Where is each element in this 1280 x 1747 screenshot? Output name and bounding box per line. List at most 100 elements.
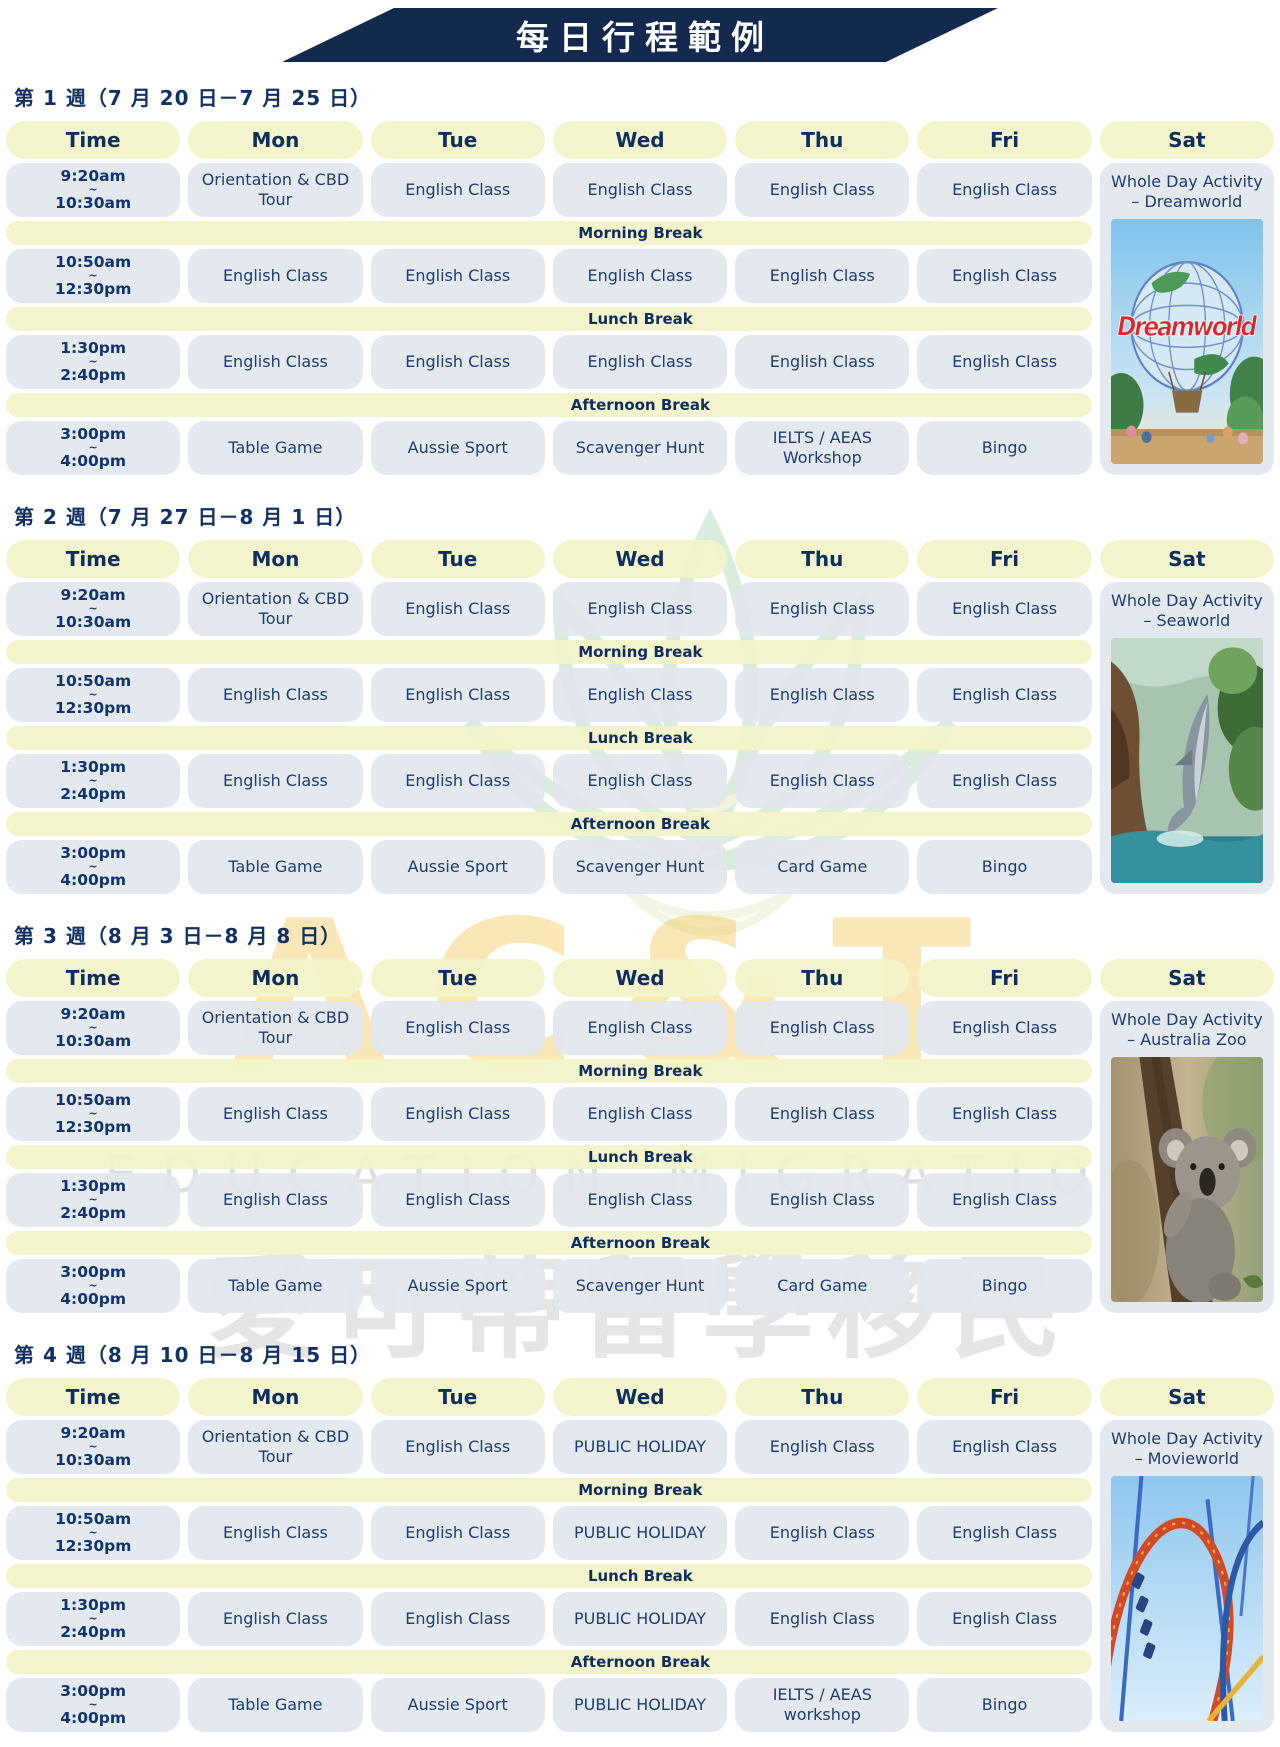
activity-cell: English Class [735, 249, 910, 303]
activity-cell: English Class [370, 335, 545, 389]
activity-cell: Scavenger Hunt [552, 840, 728, 894]
column-header-thu: Thu [735, 1378, 910, 1416]
column-header-mon: Mon [188, 1378, 363, 1416]
weeks-container: 第 1 週（7 月 20 日－7 月 25 日） Time Mon Tue Wed Thu… [6, 82, 1274, 1732]
break-label: Morning Break [578, 224, 703, 242]
break-row: Afternoon Break [6, 812, 1092, 836]
schedule-page: 每日行程範例 第 1 週（7 月 20 日－7 月 25 日） Time Mon Tu… [6, 8, 1274, 1732]
column-header-thu: Thu [735, 959, 910, 997]
time-start: 1:30pm [60, 338, 127, 357]
activity-cell: English Class [188, 668, 363, 722]
column-header-time: Time [6, 540, 181, 578]
time-cell: 3:00pm ~4:00pm [6, 840, 181, 894]
column-header-time: Time [6, 121, 181, 159]
time-start: 1:30pm [60, 1176, 127, 1195]
time-start: 1:30pm [60, 757, 127, 776]
time-end: 12:30pm [54, 279, 132, 298]
svg-text:Dreamworld: Dreamworld [1117, 311, 1258, 342]
time-tilde: ~ [88, 269, 98, 283]
activity-cell: English Class [917, 582, 1092, 636]
activity-cell: English Class [370, 1592, 545, 1646]
time-tilde: ~ [88, 688, 98, 702]
time-tilde: ~ [88, 1526, 98, 1540]
column-header-tue: Tue [370, 959, 545, 997]
activity-cell: English Class [188, 1506, 363, 1560]
week-block-2: 第 2 週（7 月 27 日－8 月 1 日） Time Mon Tue Wed Thu F… [6, 501, 1274, 894]
activity-cell: IELTS / AEAS workshop [735, 1678, 910, 1732]
activity-cell: English Class [370, 1001, 545, 1055]
activity-cell: IELTS / AEAS Workshop [735, 421, 910, 475]
break-label: Morning Break [578, 643, 703, 661]
activity-cell: English Class [552, 163, 728, 217]
activity-cell: Orientation & CBD Tour [188, 1001, 363, 1055]
activity-cell: Scavenger Hunt [552, 1259, 728, 1313]
activity-cell: Aussie Sport [370, 1678, 545, 1732]
break-row: Lunch Break [6, 307, 1092, 331]
activity-cell: English Class [552, 1173, 728, 1227]
saturday-cell: Whole Day Activity – Australia Zoo [1099, 1001, 1274, 1313]
activity-cell: English Class [370, 163, 545, 217]
time-end: 2:40pm [60, 1622, 127, 1641]
time-tilde: ~ [88, 860, 98, 874]
activity-cell: English Class [552, 1087, 728, 1141]
activity-cell: English Class [370, 1087, 545, 1141]
activity-cell: English Class [917, 668, 1092, 722]
time-start: 3:00pm [60, 1681, 127, 1700]
time-tilde: ~ [88, 441, 98, 455]
column-header-sat: Sat [1099, 1378, 1274, 1416]
activity-cell: English Class [188, 1173, 363, 1227]
activity-cell: English Class [188, 754, 363, 808]
time-end: 12:30pm [54, 1117, 132, 1136]
week-table: Time Mon Tue Wed Thu Fri Sat 9:20am ~10:30am Orie… [6, 121, 1274, 475]
break-row: Afternoon Break [6, 1231, 1092, 1255]
column-header-sat: Sat [1099, 959, 1274, 997]
saturday-activity-label: Whole Day Activity – Movieworld [1111, 1429, 1263, 1468]
column-header-wed: Wed [552, 1378, 728, 1416]
activity-cell: English Class [735, 1173, 910, 1227]
time-start: 3:00pm [60, 1262, 127, 1281]
activity-cell: English Class [370, 754, 545, 808]
time-end: 4:00pm [60, 451, 127, 470]
column-header-tue: Tue [370, 540, 545, 578]
break-label: Morning Break [578, 1062, 703, 1080]
activity-cell: Bingo [917, 1678, 1092, 1732]
time-tilde: ~ [88, 774, 98, 788]
time-end: 10:30am [55, 1031, 132, 1050]
activity-cell: English Class [370, 668, 545, 722]
activity-cell: English Class [552, 754, 728, 808]
activity-cell: English Class [917, 1420, 1092, 1474]
column-header-thu: Thu [735, 121, 910, 159]
time-tilde: ~ [88, 1021, 98, 1035]
time-end: 10:30am [55, 193, 132, 212]
column-header-fri: Fri [917, 1378, 1092, 1416]
week-heading: 第 3 週（8 月 3 日－8 月 8 日） [14, 924, 342, 948]
time-cell: 10:50am ~12:30pm [6, 1506, 181, 1560]
activity-cell: English Class [188, 249, 363, 303]
time-cell: 9:20am ~10:30am [6, 1001, 181, 1055]
activity-cell: Table Game [188, 421, 363, 475]
column-header-wed: Wed [552, 121, 728, 159]
week-heading: 第 1 週（7 月 20 日－7 月 25 日） [14, 86, 372, 110]
time-start: 9:20am [60, 166, 126, 185]
saturday-cell: Whole Day Activity – Dreamworld Dreamwor… [1099, 163, 1274, 475]
column-header-fri: Fri [917, 121, 1092, 159]
time-start: 10:50am [55, 252, 132, 271]
time-tilde: ~ [88, 1193, 98, 1207]
time-start: 10:50am [55, 1090, 132, 1109]
activity-cell: English Class [735, 335, 910, 389]
break-label: Afternoon Break [570, 815, 710, 833]
column-header-mon: Mon [188, 121, 363, 159]
activity-cell: Aussie Sport [370, 840, 545, 894]
break-label: Lunch Break [587, 310, 693, 328]
activity-cell: Orientation & CBD Tour [188, 582, 363, 636]
time-end: 4:00pm [60, 1289, 127, 1308]
column-header-fri: Fri [917, 540, 1092, 578]
activity-cell: Orientation & CBD Tour [188, 1420, 363, 1474]
break-row: Morning Break [6, 640, 1092, 664]
time-start: 9:20am [60, 1423, 126, 1442]
activity-cell: English Class [735, 668, 910, 722]
week-table: Time Mon Tue Wed Thu Fri Sat 9:20am ~10:30am Orie… [6, 540, 1274, 894]
time-tilde: ~ [88, 1107, 98, 1121]
column-header-time: Time [6, 959, 181, 997]
activity-cell: PUBLIC HOLIDAY [552, 1506, 728, 1560]
